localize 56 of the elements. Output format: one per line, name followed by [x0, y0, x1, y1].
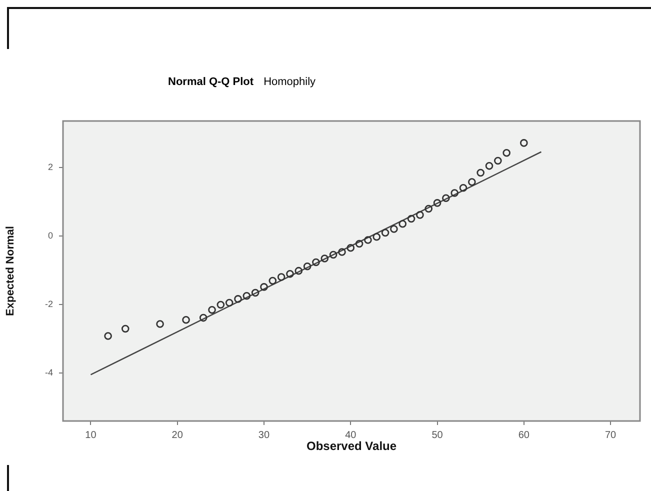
point	[424, 204, 433, 213]
point	[450, 189, 458, 197]
point	[407, 214, 416, 223]
point	[381, 228, 390, 237]
point	[286, 270, 294, 278]
y-tick-label: 0	[48, 230, 53, 240]
point	[182, 316, 190, 324]
chart-title: Normal Q-Q Plot	[168, 76, 254, 88]
point	[476, 168, 484, 177]
point	[251, 288, 260, 297]
point	[216, 300, 225, 309]
x-axis-title: Observed Value	[306, 439, 397, 454]
point	[294, 266, 303, 275]
point	[260, 283, 268, 291]
point	[485, 162, 494, 170]
point	[277, 273, 286, 281]
point	[398, 220, 407, 228]
point	[104, 332, 112, 340]
point	[199, 314, 208, 322]
x-tick-label: 40	[345, 430, 357, 441]
point	[442, 194, 450, 202]
point	[520, 139, 528, 147]
point	[156, 320, 164, 328]
x-tick-label: 30	[258, 430, 270, 441]
point	[416, 211, 424, 219]
point	[320, 254, 329, 262]
point	[225, 298, 234, 307]
point	[234, 295, 242, 303]
point	[433, 199, 442, 207]
chart-subtitle: Homophily	[264, 76, 316, 88]
point	[502, 148, 510, 157]
x-tick-label: 20	[172, 430, 184, 441]
point	[468, 178, 476, 186]
x-tick-label: 50	[432, 430, 444, 441]
x-tick-label: 60	[518, 430, 530, 441]
point	[494, 156, 502, 165]
point	[121, 324, 130, 333]
point	[372, 232, 381, 241]
x-tick-label: 70	[604, 430, 617, 441]
point	[364, 236, 372, 244]
point	[338, 248, 346, 256]
point	[355, 240, 364, 248]
point	[208, 306, 216, 314]
y-tick-label: -4	[44, 367, 53, 378]
point	[459, 184, 468, 192]
point	[303, 262, 312, 270]
y-tick-label: 2	[48, 162, 53, 172]
point	[242, 292, 251, 300]
x-tick-label: 10	[85, 430, 97, 441]
y-tick-label: -2	[44, 298, 53, 309]
y-axis-title: Expected Normal	[4, 226, 17, 316]
point	[268, 276, 277, 285]
point	[346, 244, 355, 252]
point	[390, 225, 398, 233]
point	[329, 250, 338, 259]
point	[312, 258, 320, 266]
